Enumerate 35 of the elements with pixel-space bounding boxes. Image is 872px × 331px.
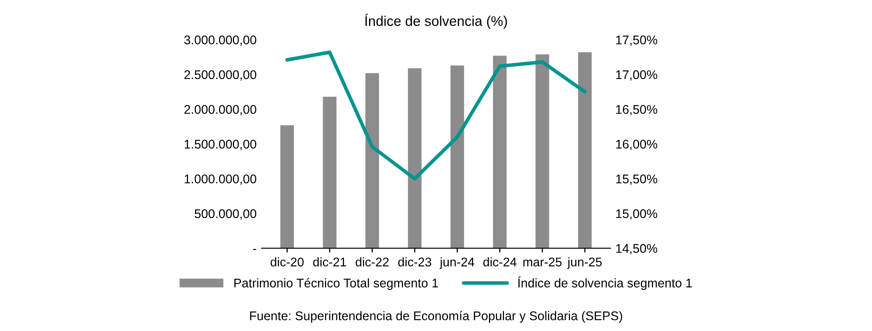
- bar: [450, 65, 464, 248]
- x-tick-label: dic-21: [313, 257, 346, 266]
- y-tick-label: 1.000.000,00: [184, 174, 256, 185]
- x-tick-label: jun-25: [567, 257, 602, 269]
- legend-label: Índice de solvencia segmento 1: [518, 276, 692, 290]
- y-tick-label: 2.000.000,00: [184, 105, 256, 116]
- y2-tick-label: 14,50%: [616, 244, 658, 254]
- y-tick-label: 2.500.000,00: [184, 70, 256, 81]
- bar: [536, 54, 550, 248]
- x-tick-label: jun-24: [440, 257, 474, 269]
- y2-tick-label: 15,00%: [616, 209, 658, 220]
- y-tick-label: 1.500.000,00: [184, 140, 256, 150]
- x-tick-label: dic-20: [270, 257, 304, 266]
- y2-tick-label: 15,50%: [616, 174, 658, 185]
- bar: [365, 73, 379, 248]
- y-tick-label: 3.000.000,00: [184, 36, 256, 46]
- bar: [578, 52, 592, 248]
- y2-tick-label: 16,00%: [616, 140, 658, 150]
- chart-title: Índice de solvencia (%): [365, 14, 507, 29]
- y2-tick-label: 17,00%: [616, 70, 658, 81]
- x-tick-label: dic-23: [398, 257, 432, 266]
- x-tick-label: mar-25: [523, 258, 562, 266]
- legend-label: Patrimonio Técnico Total segmento 1: [234, 278, 438, 290]
- line-series: [285, 50, 587, 180]
- bar: [280, 125, 294, 248]
- bar: [493, 56, 507, 248]
- x-tick-label: dic-24: [483, 257, 516, 266]
- y2-tick-label: 16,50%: [616, 105, 658, 116]
- source-note: Fuente: Superintendencia de Economía Popular y Solidaria (SEPS): [250, 310, 622, 323]
- y-tick-label: 500.000,00: [194, 209, 256, 220]
- bar: [408, 68, 422, 248]
- y-tick-label: -: [253, 248, 256, 250]
- bar: [322, 96, 336, 248]
- y2-tick-label: 17,50%: [616, 36, 658, 46]
- x-tick-label: dic-22: [356, 257, 389, 266]
